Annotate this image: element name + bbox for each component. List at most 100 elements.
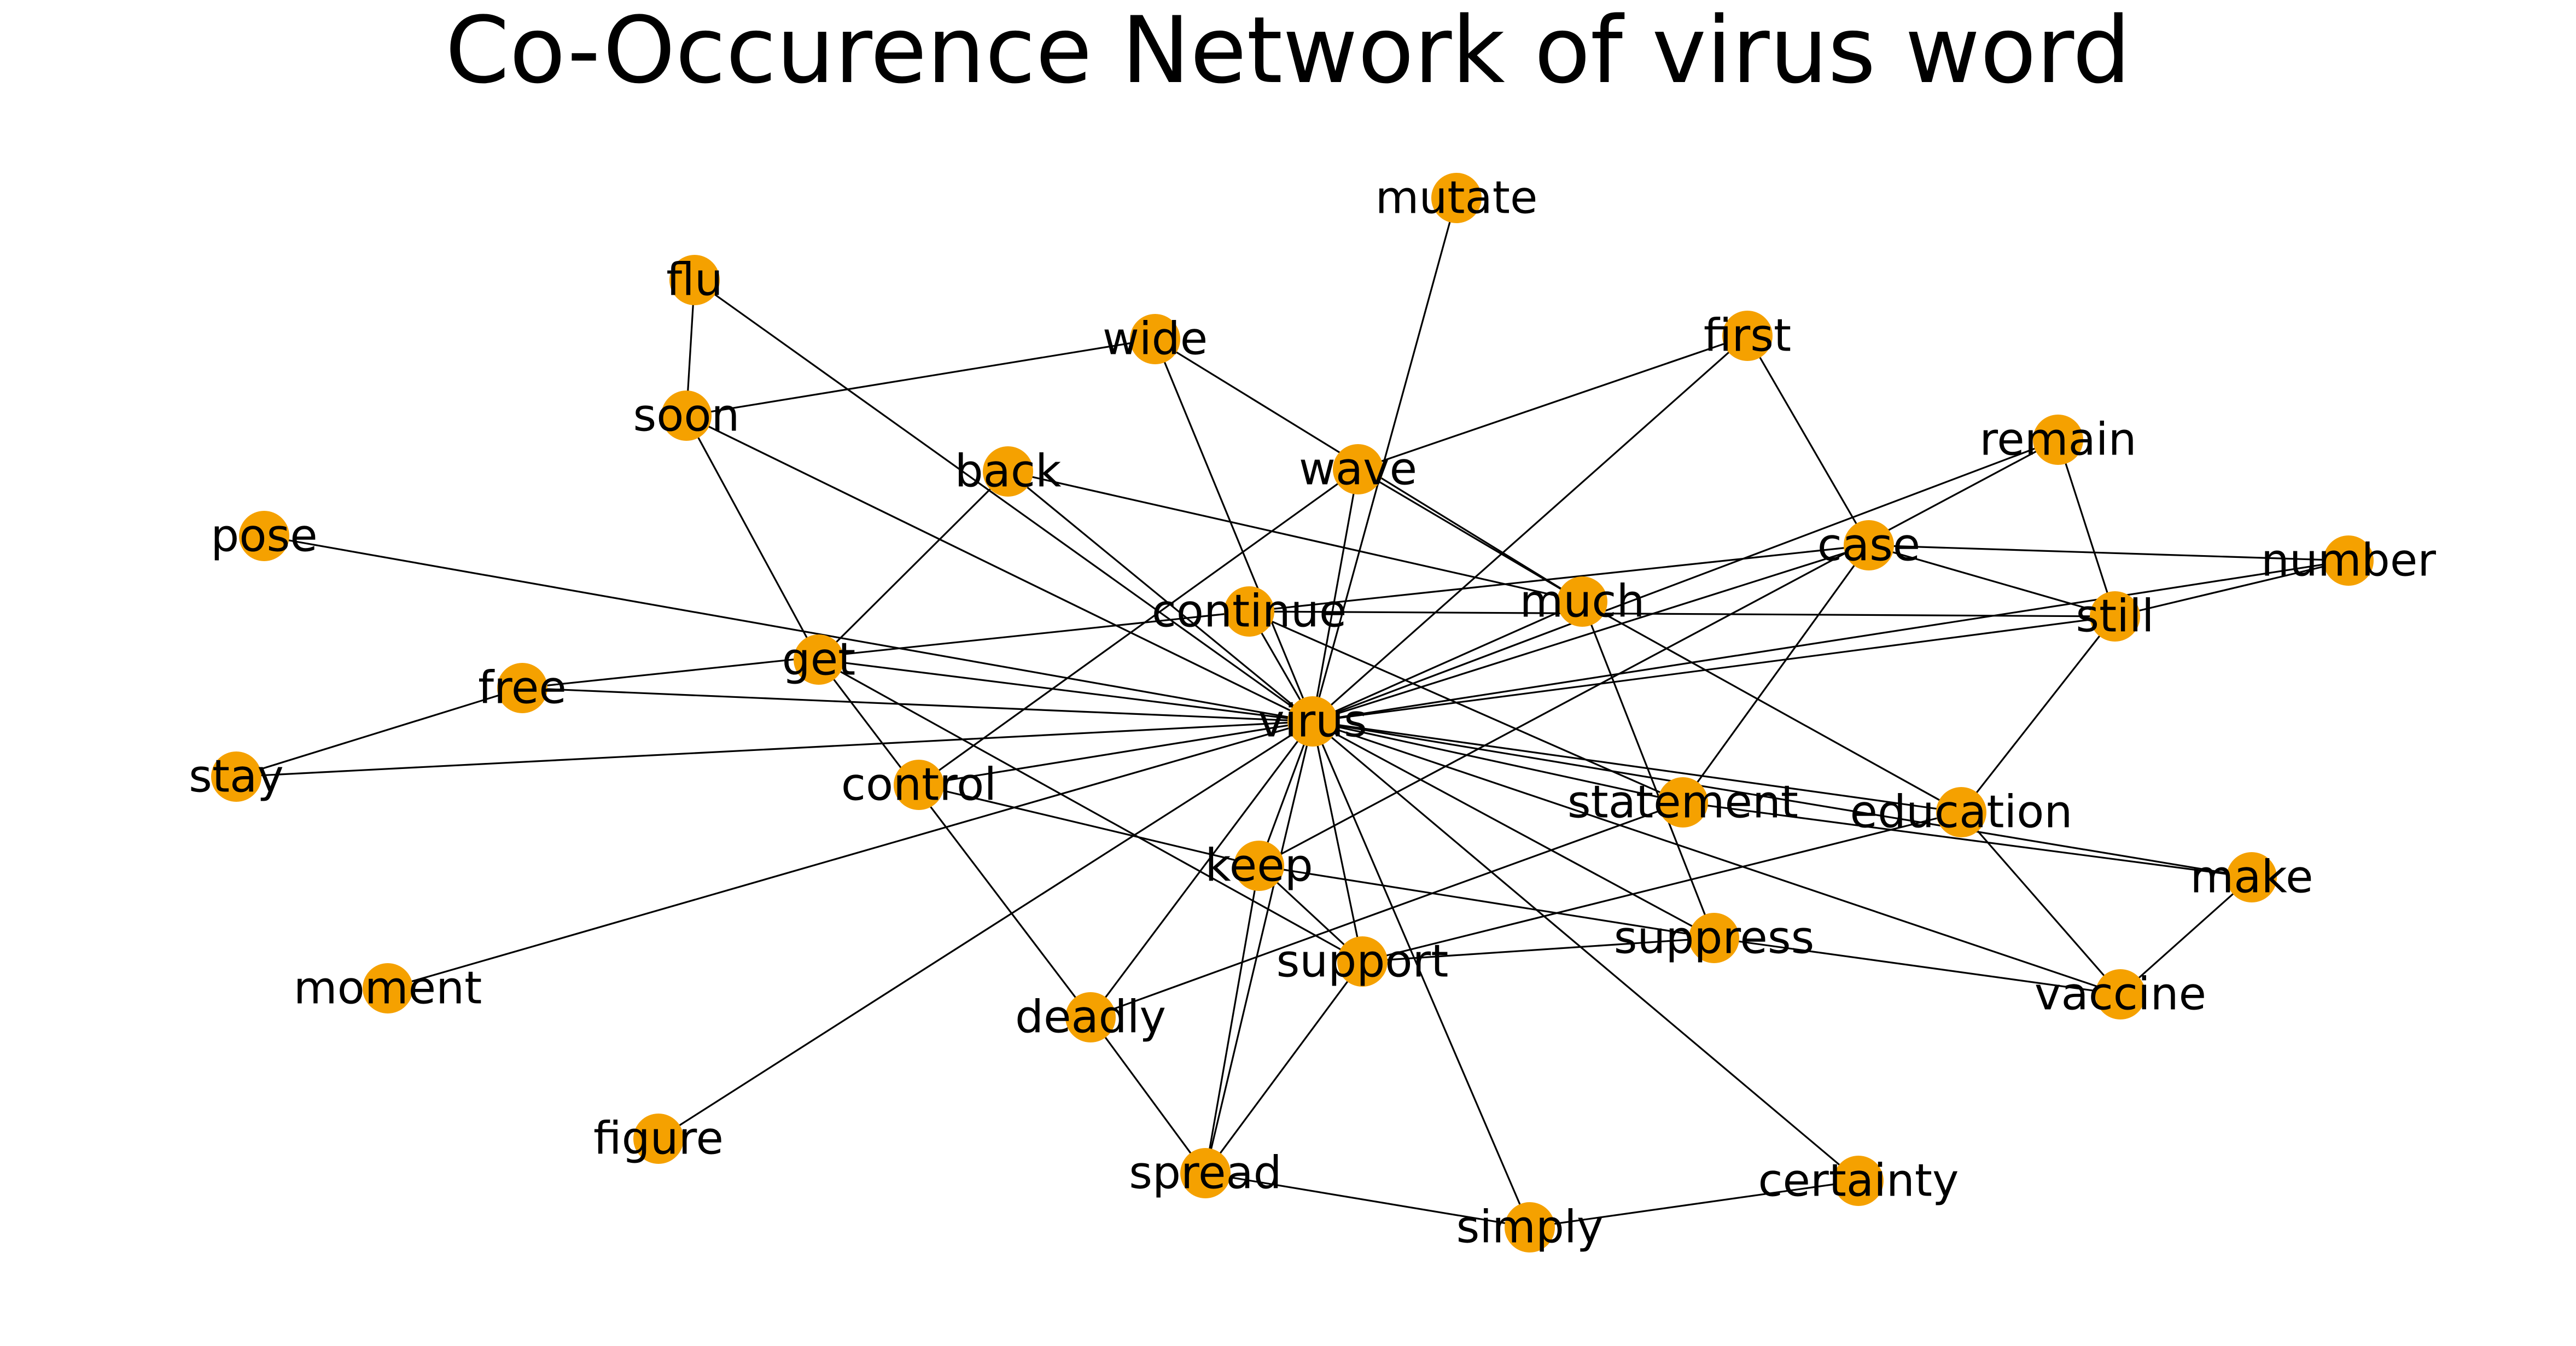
node-dot-deadly: [1065, 992, 1116, 1042]
edge-get-deadly: [818, 659, 1092, 1018]
edge-spread-simply: [1205, 1172, 1530, 1228]
node-dot-case: [1844, 520, 1894, 570]
node-dot-flu: [669, 255, 720, 305]
edge-virus-still: [1312, 615, 2115, 722]
node-label-soon: soon: [633, 390, 739, 442]
node-label-vaccine: vaccine: [2035, 969, 2206, 1021]
edge-virus-statement: [1312, 720, 1683, 803]
node-free: free: [478, 662, 567, 714]
edge-case-number: [1868, 544, 2349, 562]
edge-virus-back: [1007, 470, 1314, 722]
node-case: case: [1817, 520, 1921, 572]
node-dot-get: [794, 634, 844, 685]
edge-wave-control: [918, 468, 1359, 786]
edge-deadly-spread: [1089, 1017, 1207, 1174]
node-dot-suppress: [1689, 913, 1739, 963]
node-label-back: back: [955, 446, 1062, 498]
edge-suppress-support: [1362, 937, 1715, 963]
edge-virus-keep: [1258, 721, 1314, 866]
edge-virus-suppress: [1312, 720, 1715, 939]
node-dot-wave: [1333, 444, 1383, 494]
node-mutate: mutate: [1376, 172, 1538, 224]
node-dot-vaccine: [2095, 969, 2146, 1019]
edge-make-vaccine: [2119, 876, 2253, 995]
node-dot-stay: [211, 751, 261, 802]
node-label-moment: moment: [294, 963, 482, 1015]
chart-title: Co-Occurence Network of virus word: [445, 0, 2131, 104]
node-simply: simply: [1456, 1202, 1604, 1254]
node-dot-mutate: [1431, 173, 1482, 223]
node-back: back: [955, 446, 1062, 498]
node-label-deadly: deadly: [1015, 992, 1166, 1044]
node-label-case: case: [1817, 520, 1921, 572]
node-make: make: [2190, 852, 2313, 904]
node-label-certainty: certainty: [1758, 1155, 1959, 1207]
node-dot-pose: [239, 511, 289, 561]
edge-case-still: [1868, 544, 2115, 617]
node-dot-statement: [1658, 777, 1708, 828]
node-dot-certainty: [1833, 1156, 1884, 1206]
edge-virus-pose: [264, 535, 1313, 722]
edge-virus-wide: [1154, 339, 1314, 722]
edge-virus-deadly: [1089, 721, 1314, 1018]
node-label-still: still: [2076, 591, 2154, 643]
node-wide: wide: [1103, 313, 1208, 365]
node-number: number: [2261, 535, 2436, 587]
edge-virus-stay: [236, 720, 1313, 778]
node-label-continue: continue: [1152, 586, 1347, 638]
node-moment: moment: [294, 963, 482, 1015]
edge-virus-remain: [1312, 439, 2059, 722]
edge-virus-simply: [1312, 721, 1531, 1228]
node-label-stay: stay: [189, 751, 284, 803]
edge-virus-much: [1312, 601, 1583, 722]
node-still: still: [2076, 591, 2154, 643]
node-certainty: certainty: [1758, 1155, 1959, 1207]
edge-still-number: [2114, 560, 2349, 617]
edge-virus-soon: [686, 415, 1313, 722]
node-dot-spread: [1180, 1148, 1231, 1198]
node-label-suppress: suppress: [1614, 912, 1815, 964]
node-virus: virus: [1258, 696, 1367, 748]
node-soon: soon: [633, 390, 739, 442]
edge-back-much: [1007, 470, 1583, 603]
node-dot-still: [2090, 591, 2140, 642]
node-get: get: [782, 634, 856, 686]
node-much: much: [1520, 576, 1645, 628]
edge-virus-moment: [387, 720, 1313, 989]
node-label-statement: statement: [1567, 777, 1798, 829]
node-support: support: [1277, 936, 1449, 988]
edge-continue-statement: [1249, 610, 1683, 803]
edge-keep-suppress: [1258, 865, 1715, 939]
node-dot-soon: [661, 391, 712, 441]
node-dot-virus: [1287, 696, 1338, 747]
edge-case-statement: [1682, 545, 1870, 803]
node-dot-free: [497, 663, 547, 713]
node-suppress: suppress: [1614, 912, 1815, 964]
edge-still-education: [1960, 616, 2116, 813]
node-figure: figure: [593, 1113, 724, 1165]
node-dot-number: [2323, 535, 2374, 586]
node-dot-make: [2227, 852, 2277, 902]
node-label-free: free: [478, 662, 567, 714]
edge-statement-deadly: [1090, 801, 1683, 1018]
node-label-virus: virus: [1258, 696, 1367, 748]
edge-control-keep: [918, 784, 1260, 867]
edge-virus-figure: [658, 720, 1313, 1140]
edge-much-education: [1582, 601, 1962, 813]
node-dot-moment: [363, 963, 413, 1013]
edge-wave-first: [1357, 335, 1748, 470]
edge-keep-spread: [1204, 865, 1260, 1174]
node-dot-figure: [633, 1114, 684, 1164]
node-dot-first: [1722, 311, 1773, 361]
node-dot-continue: [1224, 586, 1274, 637]
node-layer: virus mutate flu wide first soon remain back wav…: [189, 172, 2436, 1254]
edge-layer: [236, 197, 2349, 1228]
node-flu: flu: [666, 254, 723, 306]
node-dot-education: [1936, 787, 1986, 837]
edge-virus-vaccine: [1312, 720, 2121, 995]
node-continue: continue: [1152, 586, 1347, 638]
node-statement: statement: [1567, 777, 1798, 829]
edge-remain-keep: [1258, 439, 2059, 867]
edge-virus-flu: [694, 279, 1313, 722]
